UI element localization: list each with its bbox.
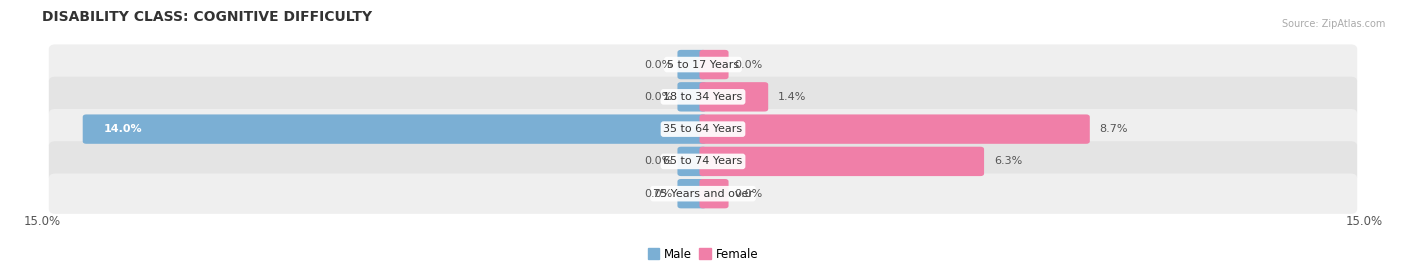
FancyBboxPatch shape <box>699 114 1090 144</box>
Text: 0.0%: 0.0% <box>644 156 672 167</box>
Text: 18 to 34 Years: 18 to 34 Years <box>664 92 742 102</box>
Text: 1.4%: 1.4% <box>778 92 806 102</box>
FancyBboxPatch shape <box>699 179 728 208</box>
FancyBboxPatch shape <box>49 109 1357 149</box>
Text: 5 to 17 Years: 5 to 17 Years <box>666 59 740 70</box>
FancyBboxPatch shape <box>678 147 707 176</box>
Text: 0.0%: 0.0% <box>734 189 762 199</box>
FancyBboxPatch shape <box>678 82 707 112</box>
Text: Source: ZipAtlas.com: Source: ZipAtlas.com <box>1281 19 1385 29</box>
Text: 65 to 74 Years: 65 to 74 Years <box>664 156 742 167</box>
FancyBboxPatch shape <box>83 114 707 144</box>
FancyBboxPatch shape <box>49 174 1357 214</box>
Legend: Male, Female: Male, Female <box>643 243 763 265</box>
Text: 35 to 64 Years: 35 to 64 Years <box>664 124 742 134</box>
FancyBboxPatch shape <box>678 50 707 79</box>
FancyBboxPatch shape <box>49 141 1357 182</box>
Text: 0.0%: 0.0% <box>644 92 672 102</box>
FancyBboxPatch shape <box>699 147 984 176</box>
Text: 14.0%: 14.0% <box>104 124 142 134</box>
Text: DISABILITY CLASS: COGNITIVE DIFFICULTY: DISABILITY CLASS: COGNITIVE DIFFICULTY <box>42 10 373 24</box>
FancyBboxPatch shape <box>678 179 707 208</box>
Text: 0.0%: 0.0% <box>644 59 672 70</box>
Text: 75 Years and over: 75 Years and over <box>652 189 754 199</box>
FancyBboxPatch shape <box>699 82 768 112</box>
FancyBboxPatch shape <box>49 77 1357 117</box>
Text: 0.0%: 0.0% <box>734 59 762 70</box>
Text: 0.0%: 0.0% <box>644 189 672 199</box>
Text: 6.3%: 6.3% <box>994 156 1022 167</box>
Text: 8.7%: 8.7% <box>1099 124 1128 134</box>
FancyBboxPatch shape <box>49 44 1357 85</box>
FancyBboxPatch shape <box>699 50 728 79</box>
